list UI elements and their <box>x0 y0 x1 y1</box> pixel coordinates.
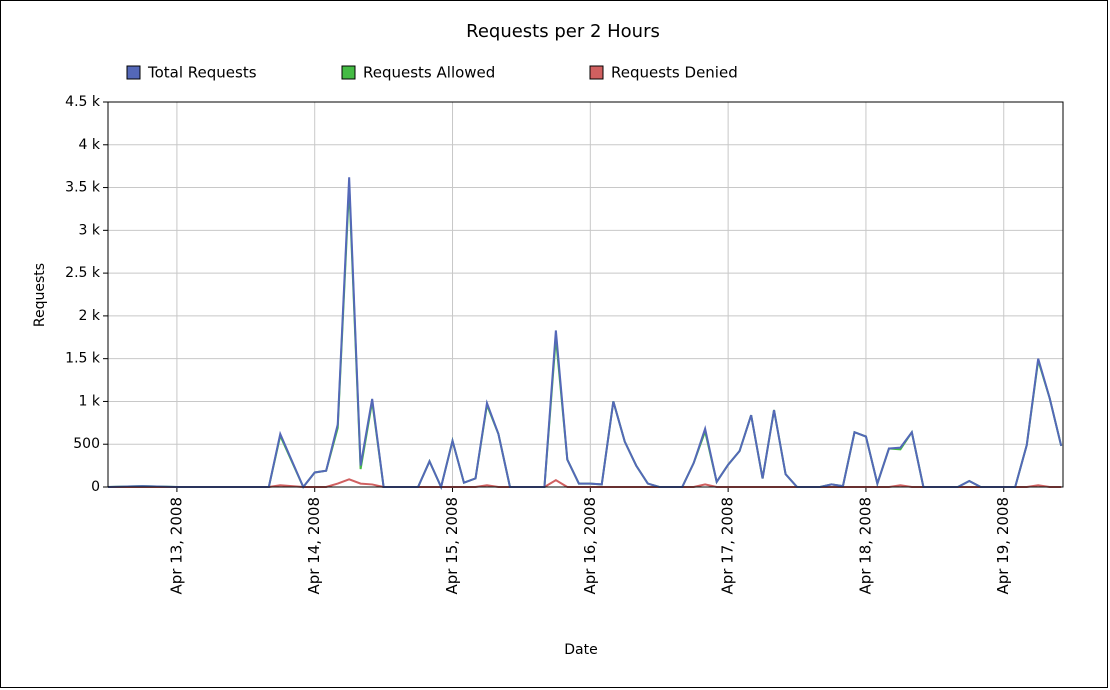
y-tick-label: 1 k <box>79 393 101 409</box>
y-tick-label: 3 k <box>79 222 101 238</box>
x-tick-label: Apr 16, 2008 <box>581 497 599 595</box>
legend-label: Requests Allowed <box>363 64 495 82</box>
x-tick-label: Apr 19, 2008 <box>994 497 1012 595</box>
series-line <box>107 177 1063 491</box>
x-tick-label: Apr 13, 2008 <box>167 497 185 595</box>
y-tick-label: 2 k <box>79 308 101 324</box>
x-tick-label: Apr 18, 2008 <box>856 497 874 595</box>
x-tick-label: Apr 14, 2008 <box>305 497 323 595</box>
x-tick-label: Apr 17, 2008 <box>719 497 737 595</box>
x-tick-label: Apr 15, 2008 <box>443 497 461 595</box>
legend-swatch <box>126 65 141 80</box>
legend-label: Total Requests <box>147 64 257 82</box>
x-axis-label: Date <box>564 642 597 658</box>
y-tick-label: 4.5 k <box>65 94 101 110</box>
y-tick-label: 2.5 k <box>65 265 101 281</box>
y-tick-label: 3.5 k <box>65 180 101 196</box>
y-tick-label: 0 <box>91 479 100 495</box>
y-tick-label: 1.5 k <box>65 351 101 367</box>
y-tick-label: 500 <box>73 436 100 452</box>
legend-swatch <box>589 65 604 80</box>
plot-border <box>107 101 1064 488</box>
y-axis-label: Requests <box>32 263 48 327</box>
y-tick-label: 4 k <box>79 137 101 153</box>
legend-swatch <box>341 65 356 80</box>
chart-title: Requests per 2 Hours <box>466 21 660 42</box>
legend-label: Requests Denied <box>611 64 738 82</box>
